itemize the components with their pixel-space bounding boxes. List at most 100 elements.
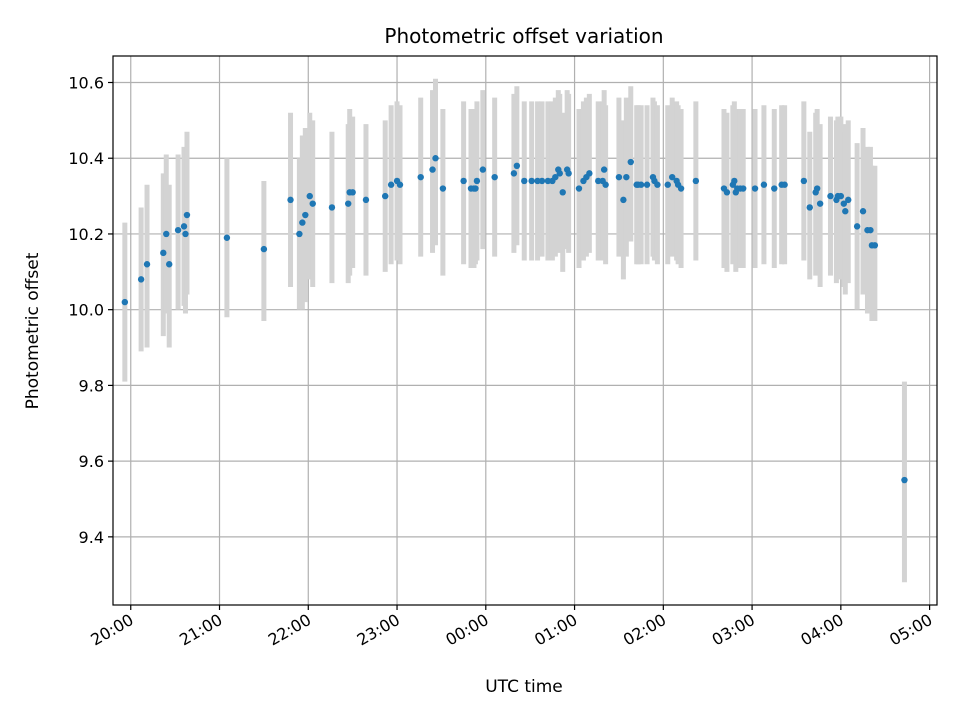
data-point: [396, 181, 404, 188]
data-point: [800, 177, 808, 185]
data-point: [575, 185, 583, 192]
y-axis-title: Photometric offset: [23, 252, 43, 409]
x-tick-label: 23:00: [354, 610, 403, 650]
data-point: [345, 200, 352, 207]
data-point: [183, 211, 191, 219]
data-point: [867, 226, 874, 234]
plot-frame: [112, 55, 938, 606]
error-bars: [122, 78, 907, 583]
data-point: [731, 177, 738, 185]
data-point: [180, 223, 188, 230]
data-point: [460, 177, 467, 185]
data-point: [637, 181, 645, 188]
x-tick-label: 21:00: [176, 610, 225, 650]
data-point: [182, 230, 189, 238]
data-point: [668, 173, 676, 181]
data-point: [552, 173, 559, 181]
data-point: [723, 189, 731, 196]
y-tick-label: 9.4: [79, 528, 104, 547]
data-point: [387, 181, 395, 188]
x-tick-label: 00:00: [442, 610, 491, 650]
data-point: [510, 170, 518, 177]
data-point: [302, 211, 309, 219]
data-points: [121, 155, 908, 484]
data-point: [309, 200, 316, 207]
data-point: [627, 158, 634, 166]
data-point: [760, 181, 768, 188]
y-tick-label: 10.0: [68, 301, 104, 320]
data-point: [677, 185, 685, 192]
data-point: [473, 177, 481, 185]
data-point: [600, 166, 608, 173]
data-point: [287, 196, 294, 204]
data-point: [595, 177, 602, 185]
data-point: [491, 173, 498, 181]
data-point: [623, 173, 630, 181]
data-point: [620, 196, 627, 204]
data-point: [163, 230, 170, 238]
data-point: [556, 170, 563, 177]
data-point: [429, 166, 436, 173]
data-point: [223, 234, 231, 241]
x-tick-label: 01:00: [531, 610, 580, 650]
data-point: [528, 177, 535, 185]
data-point: [534, 177, 541, 185]
data-point: [859, 208, 867, 215]
data-point: [296, 230, 303, 238]
data-point: [328, 204, 336, 211]
x-tick-label: 20:00: [87, 610, 136, 650]
y-tick-label: 10.6: [68, 74, 104, 93]
data-point: [586, 170, 593, 177]
data-point: [544, 177, 552, 185]
data-point: [654, 181, 661, 188]
y-axis: 9.4 9.6 9.8 10.0 10.2 10.4 10.6: [68, 74, 113, 547]
data-point: [143, 261, 151, 268]
data-point: [432, 155, 439, 162]
data-point: [853, 223, 861, 230]
data-point: [349, 189, 356, 196]
data-point: [306, 192, 313, 200]
data-point: [382, 192, 389, 200]
data-point: [299, 219, 306, 226]
data-point: [901, 476, 908, 484]
data-point: [174, 226, 182, 234]
data-point: [816, 200, 824, 207]
data-point: [521, 177, 528, 185]
data-point: [813, 185, 821, 192]
data-point: [643, 181, 651, 188]
data-point: [692, 177, 700, 185]
data-point: [845, 196, 852, 204]
data-point: [479, 166, 487, 173]
data-point: [602, 181, 609, 188]
x-tick-label: 02:00: [620, 610, 669, 650]
data-point: [771, 185, 778, 192]
data-point: [538, 177, 546, 185]
data-point: [664, 181, 671, 188]
data-point: [472, 185, 479, 192]
data-point: [840, 200, 848, 207]
x-tick-label: 22:00: [265, 610, 314, 650]
x-tick-label: 04:00: [797, 610, 846, 650]
data-point: [751, 185, 759, 192]
data-point: [559, 189, 566, 196]
data-point: [439, 185, 447, 192]
x-tick-label: 05:00: [886, 610, 935, 650]
y-tick-label: 10.4: [68, 149, 104, 168]
data-point: [260, 245, 268, 253]
data-point: [513, 162, 521, 169]
x-tick-label: 03:00: [709, 610, 758, 650]
data-point: [166, 261, 173, 268]
data-point: [121, 298, 129, 306]
data-point: [740, 185, 747, 192]
data-point: [417, 173, 424, 181]
data-point: [615, 173, 623, 181]
x-axis: 20:00 21:00 22:00 23:00 00:00 01:00 02:00 03:00…: [87, 605, 936, 650]
y-tick-label: 10.2: [68, 225, 104, 244]
data-point: [842, 208, 849, 215]
chart-title: Photometric offset variation: [384, 24, 663, 48]
y-tick-label: 9.8: [79, 376, 104, 395]
data-point: [565, 170, 572, 177]
data-point: [137, 276, 145, 283]
data-point: [781, 181, 788, 188]
